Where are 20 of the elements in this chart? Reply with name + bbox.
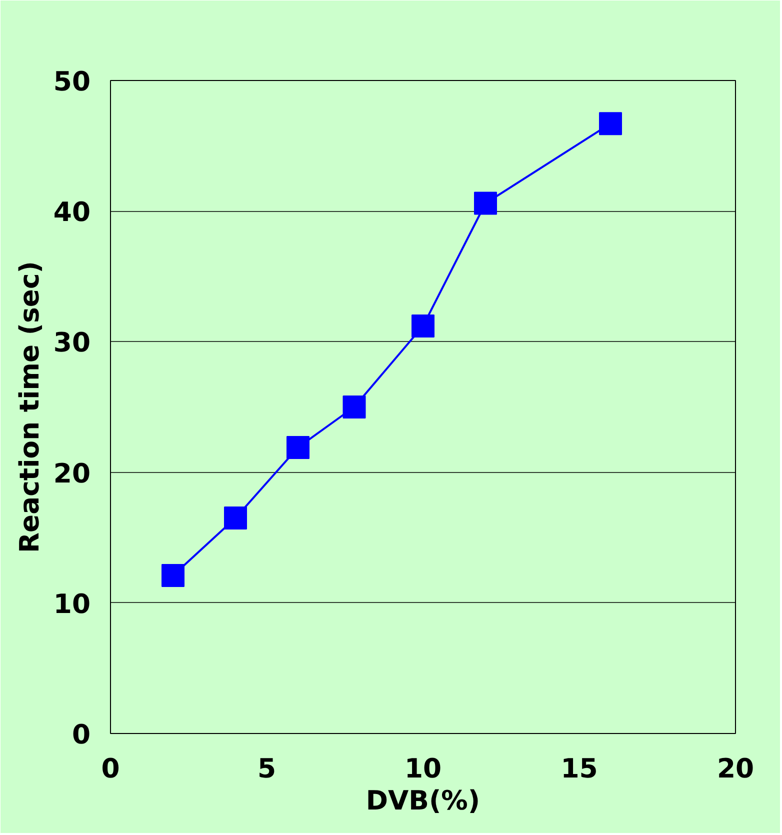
x-tick-label: 10 [404,754,442,784]
y-tick-label: 40 [53,197,91,228]
point [342,396,366,418]
x-tick-label: 15 [560,754,598,784]
point [162,564,184,587]
point [412,314,434,338]
y-tick-label: 0 [72,720,91,750]
point [224,506,247,530]
x-axis-title: DVB(%) [366,786,480,816]
y-tick-label: 20 [53,458,91,490]
y-tick-label: 10 [53,588,91,620]
x-tick-label: 5 [257,754,276,784]
point [474,192,497,215]
point [286,436,310,459]
y-axis-title: Reaction time (sec) [14,261,46,553]
y-tick-label: 50 [53,66,91,98]
x-tick-label: 0 [101,754,120,784]
x-tick-label: 20 [716,754,754,784]
point [599,112,622,136]
y-tick-label: 30 [53,328,91,359]
